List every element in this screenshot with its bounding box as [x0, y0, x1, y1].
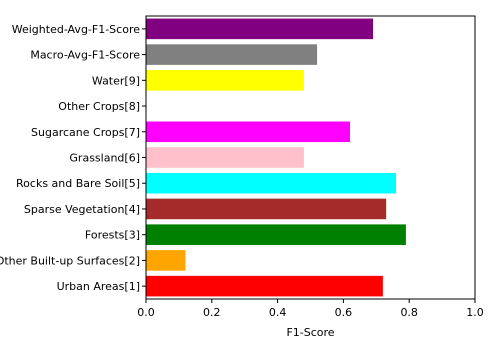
y-tick-label: Urban Areas[1]: [57, 280, 140, 293]
x-tick-label: 0.8: [400, 306, 418, 319]
y-axis-ticks: Urban Areas[1] Other Built-up Surfaces[2]…: [0, 23, 146, 293]
y-tick-label: Sugarcane Crops[7]: [31, 126, 140, 139]
x-tick-label: 1.0: [466, 306, 484, 319]
y-tick-label: Other Crops[8]: [58, 100, 140, 113]
x-tick-label: 0.4: [269, 306, 287, 319]
bar-other-built-up-surfaces-2: [146, 250, 186, 271]
bar-grassland-6: [146, 147, 304, 168]
y-tick-label: Weighted-Avg-F1-Score: [12, 23, 140, 36]
y-tick-label: Grassland[6]: [69, 152, 140, 165]
bar-sparse-vegetation-4: [146, 198, 387, 220]
y-tick-label: Macro-Avg-F1-Score: [30, 49, 140, 62]
x-axis-ticks: 0.0 0.2 0.4 0.6 0.8 1.0: [137, 299, 484, 319]
bar-water-9: [146, 70, 304, 91]
x-tick-label: 0.0: [137, 306, 155, 319]
bar-macro-avg-f1-score: [146, 44, 318, 65]
bar-rocks-and-bare-soil-5: [146, 172, 397, 194]
y-tick-label: Water[9]: [92, 74, 140, 87]
x-axis-label: F1-Score: [286, 326, 334, 339]
plot-frame: [145, 15, 476, 300]
bar-urban-areas-1: [146, 275, 383, 297]
bar-forests-3: [146, 224, 406, 245]
bars-group: [146, 18, 406, 297]
x-tick-label: 0.6: [335, 306, 353, 319]
bar-sugarcane-crops-7: [146, 121, 350, 143]
bar-weighted-avg-f1-score: [146, 18, 374, 40]
y-tick-label: Sparse Vegetation[4]: [24, 203, 140, 216]
y-tick-label: Forests[3]: [85, 229, 140, 242]
y-tick-label: Other Built-up Surfaces[2]: [0, 254, 140, 267]
x-tick-label: 0.2: [203, 306, 221, 319]
y-tick-label: Rocks and Bare Soil[5]: [16, 177, 140, 190]
